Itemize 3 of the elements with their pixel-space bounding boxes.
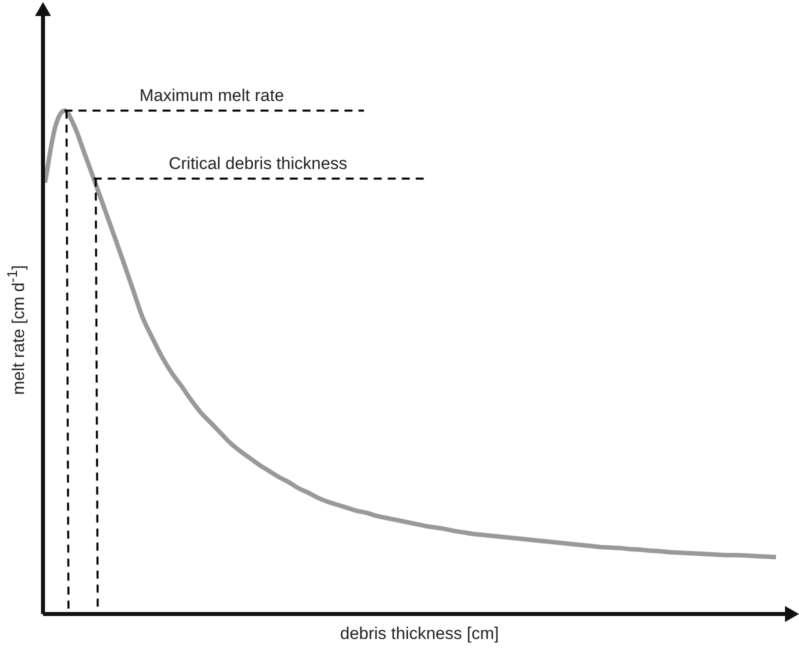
- ref-line-label: Critical debris thickness: [168, 154, 348, 173]
- ref-line-label: Maximum melt rate: [139, 86, 284, 105]
- x-axis-title: debris thickness [cm]: [339, 624, 500, 644]
